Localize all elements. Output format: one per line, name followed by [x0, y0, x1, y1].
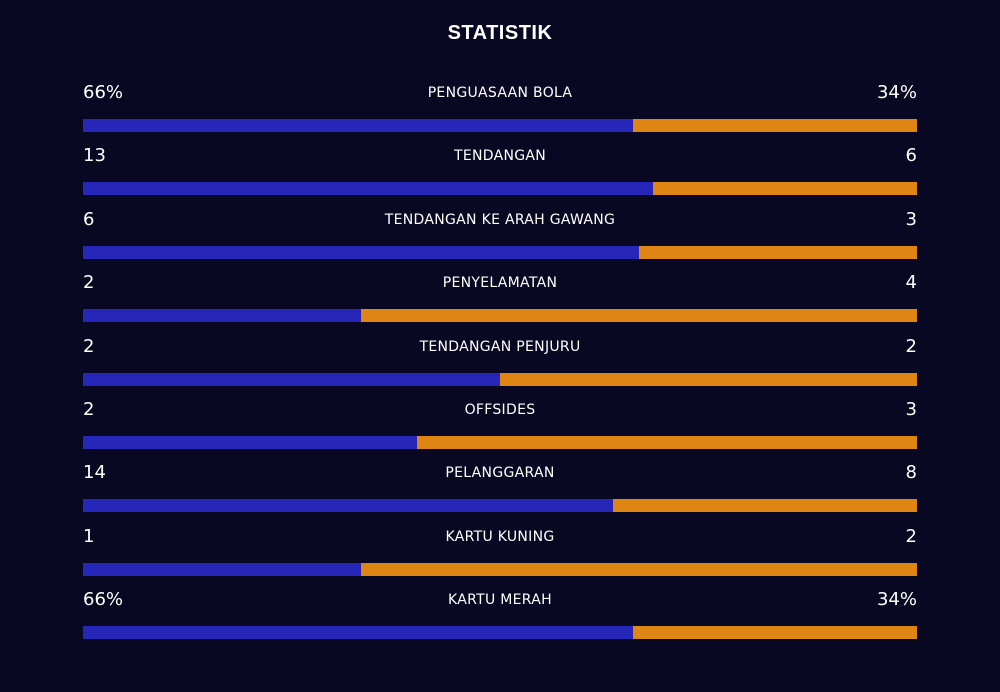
home-value: 66% [83, 589, 124, 611]
stat-row: 66% PENGUASAAN BOLA 34% [83, 78, 917, 141]
away-value: 3 [905, 208, 917, 230]
away-value: 3 [905, 398, 917, 420]
home-value: 13 [83, 145, 106, 167]
stat-row: 1 KARTU KUNING 2 [83, 522, 917, 585]
stat-label: TENDANGAN [453, 148, 547, 165]
away-bar-fill [360, 562, 917, 576]
away-bar-fill [613, 499, 917, 513]
home-bar-fill [83, 182, 654, 196]
home-value: 2 [83, 335, 95, 357]
stat-label: TENDANGAN KE ARAH GAWANG [384, 211, 616, 228]
stat-label: KARTU MERAH [448, 592, 552, 609]
away-bar-fill [639, 245, 917, 259]
stat-comparison-bar [83, 182, 917, 196]
stat-comparison-bar [83, 245, 917, 259]
home-bar-fill [83, 372, 500, 386]
stat-header: 6 TENDANGAN KE ARAH GAWANG 3 [83, 205, 917, 235]
away-bar-fill [633, 626, 917, 640]
stat-label: PENYELAMATAN [442, 275, 558, 292]
stat-comparison-bar [83, 626, 917, 640]
stat-label: PELANGGARAN [445, 465, 555, 482]
stat-comparison-bar [83, 435, 917, 449]
home-value: 66% [83, 82, 124, 103]
home-bar-fill [83, 626, 634, 640]
away-bar-fill [633, 119, 917, 132]
away-value: 34% [876, 589, 917, 611]
stat-header: 2 TENDANGAN PENJURU 2 [83, 332, 917, 362]
stat-row: 13 TENDANGAN 6 [83, 141, 917, 204]
away-value: 4 [905, 272, 917, 294]
away-value: 2 [905, 525, 917, 547]
home-bar-fill [83, 562, 361, 576]
stat-comparison-bar [83, 499, 917, 513]
stat-row: 2 TENDANGAN PENJURU 2 [83, 332, 917, 395]
away-bar-fill [653, 182, 917, 196]
stat-header: 14 PELANGGARAN 8 [83, 458, 917, 488]
stat-header: 66% KARTU MERAH 34% [83, 585, 917, 615]
stat-label: PENGUASAAN BOLA [427, 85, 573, 101]
stat-row: 2 PENYELAMATAN 4 [83, 268, 917, 331]
away-bar-fill [416, 435, 917, 449]
home-value: 1 [83, 525, 95, 547]
stat-header: 66% PENGUASAAN BOLA 34% [83, 78, 917, 108]
home-bar-fill [83, 309, 361, 323]
stat-row: 66% KARTU MERAH 34% [83, 585, 917, 648]
stat-row: 6 TENDANGAN KE ARAH GAWANG 3 [83, 205, 917, 268]
statistics-title: STATISTIK [447, 22, 553, 44]
stat-comparison-bar [83, 562, 917, 576]
home-bar-fill [83, 435, 417, 449]
stat-comparison-bar [83, 119, 917, 132]
home-bar-fill [83, 499, 614, 513]
stat-comparison-bar [83, 309, 917, 323]
home-value: 14 [83, 462, 106, 484]
stat-label: KARTU KUNING [445, 528, 555, 545]
stat-row: 2 OFFSIDES 3 [83, 395, 917, 458]
stat-row: 14 PELANGGARAN 8 [83, 458, 917, 521]
stat-comparison-bar [83, 372, 917, 386]
home-value: 2 [83, 398, 95, 420]
stats-list: 66% PENGUASAAN BOLA 34% 13 TENDANGAN 6 6… [83, 78, 917, 649]
away-value: 2 [905, 335, 917, 357]
home-bar-fill [83, 245, 640, 259]
stat-header: 13 TENDANGAN 6 [83, 141, 917, 171]
away-value: 8 [905, 462, 917, 484]
stat-header: 2 PENYELAMATAN 4 [83, 268, 917, 298]
stat-header: 2 OFFSIDES 3 [83, 395, 917, 425]
home-value: 2 [83, 272, 95, 294]
stat-label: OFFSIDES [464, 401, 536, 418]
away-value: 34% [876, 82, 917, 103]
stat-label: TENDANGAN PENJURU [419, 338, 581, 355]
stat-header: 1 KARTU KUNING 2 [83, 522, 917, 552]
home-bar-fill [83, 119, 634, 132]
away-bar-fill [500, 372, 917, 386]
away-bar-fill [360, 309, 917, 323]
away-value: 6 [905, 145, 917, 167]
home-value: 6 [83, 208, 95, 230]
